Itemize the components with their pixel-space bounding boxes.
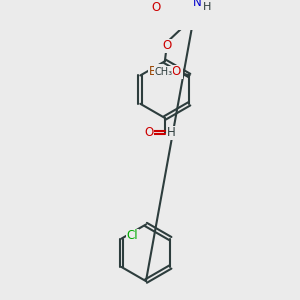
Text: O: O [170,67,179,80]
Text: CH₃: CH₃ [155,67,173,77]
Text: N: N [193,0,202,9]
Text: H: H [167,126,176,139]
Text: O: O [162,39,171,52]
Text: O: O [172,65,181,79]
Text: Br: Br [148,65,162,78]
Text: CH₃: CH₃ [163,68,182,78]
Text: O: O [151,2,160,14]
Text: O: O [144,126,153,139]
Text: Cl: Cl [126,230,138,242]
Text: H: H [202,2,211,12]
